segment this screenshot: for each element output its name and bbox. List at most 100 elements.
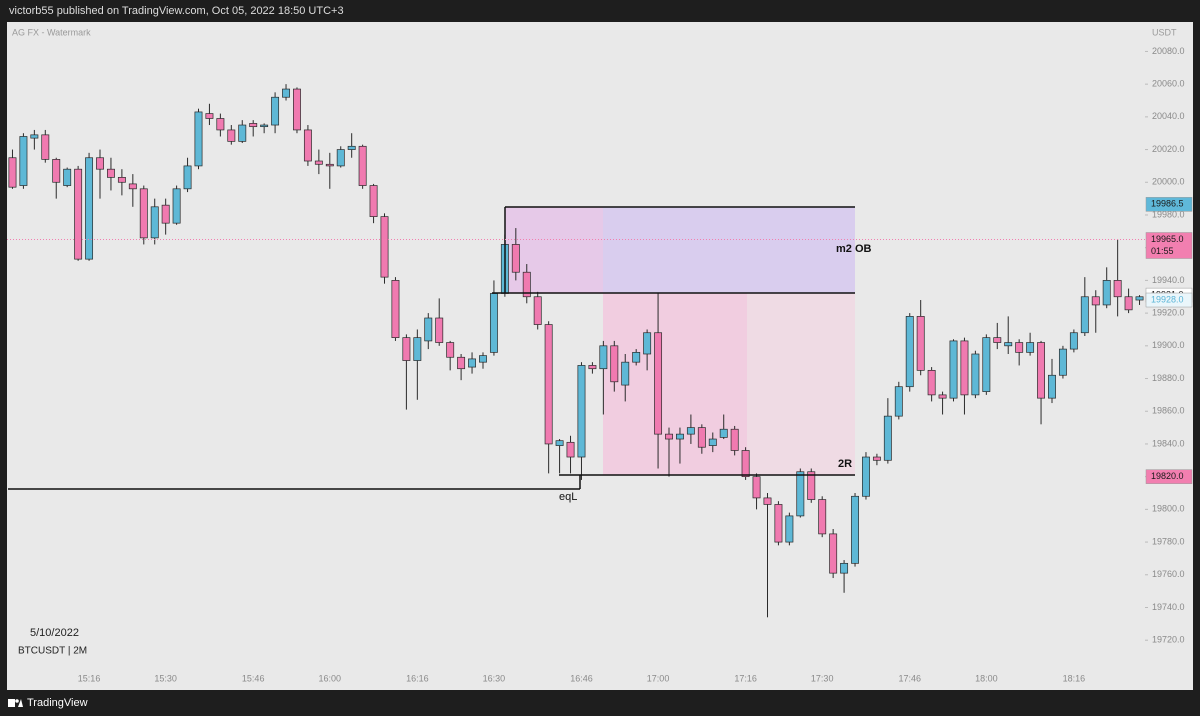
candle-body: [479, 355, 487, 363]
candle-body: [522, 271, 531, 298]
candle-body: [380, 216, 389, 278]
candle-body: [916, 316, 925, 371]
candle-body: [1058, 348, 1067, 376]
x-tick-label: 18:00: [975, 673, 998, 683]
x-tick-label: 15:46: [242, 673, 265, 683]
candle-body: [665, 433, 673, 440]
candle-body: [216, 118, 225, 131]
candle-body: [468, 358, 476, 368]
candle-body: [489, 293, 498, 353]
candle-body: [927, 369, 936, 396]
candle-body: [610, 345, 619, 383]
candle-body: [818, 499, 827, 535]
candle-body: [960, 340, 969, 396]
watermark: AG FX - Watermark: [12, 27, 91, 37]
price-label: 19928.0: [1151, 294, 1184, 304]
candle-body: [107, 168, 115, 178]
x-tick-label: 18:16: [1063, 673, 1086, 683]
candle-body: [139, 188, 148, 239]
x-tick-label: 16:46: [570, 673, 593, 683]
candle-body: [457, 356, 466, 370]
candle-body: [358, 145, 367, 186]
date-label: 5/10/2022: [30, 627, 79, 639]
candle-body: [150, 206, 159, 239]
candle-body: [1069, 332, 1078, 350]
logo: [8, 699, 15, 707]
y-tick-label: 19780.0: [1152, 536, 1185, 546]
candle-body: [402, 337, 411, 361]
y-tick-label: 19720.0: [1152, 635, 1185, 645]
y-tick-label: 19940.0: [1152, 275, 1185, 285]
candle-body: [872, 456, 881, 461]
annotation: eqL: [559, 491, 577, 503]
price-label: 19986.5: [1151, 199, 1184, 209]
zone: [505, 207, 603, 293]
candles: [8, 84, 1144, 618]
candle-body: [271, 96, 280, 126]
y-tick-label: 19860.0: [1152, 406, 1185, 416]
countdown: 01:55: [1151, 246, 1174, 256]
symbol-label: BTCUSDT | 2M: [18, 646, 87, 657]
x-tick-label: 16:30: [483, 673, 506, 683]
candle-body: [1026, 342, 1035, 353]
candle-body: [128, 183, 137, 190]
candle-body: [686, 427, 695, 435]
x-tick-label: 17:30: [811, 673, 834, 683]
candle-body: [238, 124, 247, 142]
candle-body: [1048, 374, 1056, 399]
y-tick-label: 19920.0: [1152, 307, 1185, 317]
price-label-box: [1145, 292, 1193, 308]
candle-body: [63, 168, 72, 186]
annotation: m2 OB: [836, 243, 872, 255]
candle-body: [249, 123, 258, 128]
candle-body: [566, 441, 575, 458]
y-tick-label: 19760.0: [1152, 569, 1185, 579]
x-tick-label: 15:16: [78, 673, 101, 683]
candle-body: [282, 88, 290, 98]
candle-body: [599, 345, 608, 370]
candle-body: [577, 365, 586, 458]
candle-body: [993, 337, 1002, 343]
candle-body: [654, 332, 663, 435]
candle-body: [741, 450, 750, 478]
candle-body: [588, 365, 597, 370]
candle-body: [840, 562, 849, 574]
candle-body: [424, 317, 433, 342]
currency: USDT: [1152, 27, 1177, 37]
logo: [15, 699, 19, 703]
candle-body: [96, 157, 104, 170]
candle-body: [314, 160, 323, 165]
x-tick-label: 17:00: [647, 673, 670, 683]
y-tick-label: 19740.0: [1152, 602, 1185, 612]
y-tick-label: 19800.0: [1152, 504, 1185, 514]
x-tick-label: 17:46: [898, 673, 921, 683]
candle-body: [632, 352, 641, 363]
candle-body: [708, 438, 717, 446]
candle-body: [938, 394, 947, 399]
candle-body: [905, 316, 914, 388]
candle-body: [621, 361, 630, 386]
candle-body: [796, 471, 805, 517]
candle-body: [194, 111, 203, 167]
y-tick-label: 20060.0: [1152, 79, 1185, 89]
y-tick-label: 20040.0: [1152, 111, 1185, 121]
candle-body: [1124, 296, 1133, 311]
candle-body: [533, 296, 542, 325]
candle-body: [511, 244, 520, 273]
candle-body: [369, 185, 378, 217]
candle-body: [391, 280, 400, 338]
candle-body: [117, 177, 126, 183]
candle-body: [862, 456, 870, 497]
y-tick-label: 20000.0: [1152, 177, 1185, 187]
price-label-box: [1145, 469, 1193, 484]
candle-body: [719, 428, 728, 438]
price-label: 19965.0: [1151, 234, 1184, 244]
annotation: 2R: [838, 458, 852, 470]
zone: [747, 293, 855, 475]
candle-body: [183, 165, 192, 190]
drawings: [8, 206, 855, 490]
candle-body: [883, 415, 892, 461]
candle-body: [774, 504, 783, 543]
y-tick-label: 20080.0: [1152, 46, 1185, 56]
x-tick-label: 17:16: [734, 673, 757, 683]
